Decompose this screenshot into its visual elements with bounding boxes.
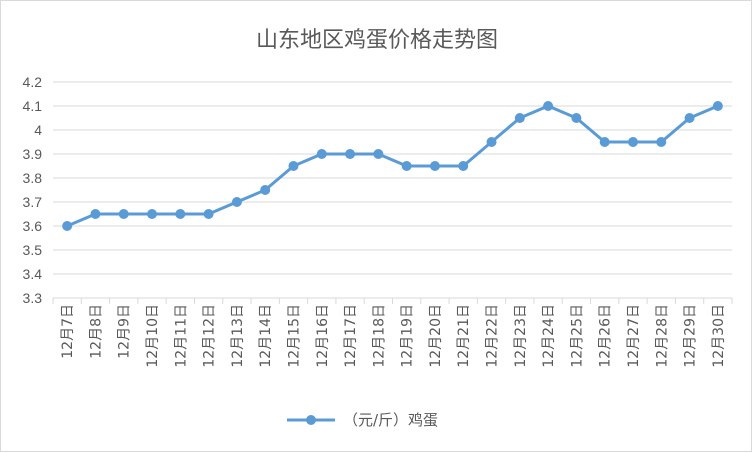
y-tick-label: 4.2 (23, 74, 43, 90)
x-tick-label: 12月26日 (598, 304, 614, 368)
x-tick-label: 12月15日 (286, 304, 302, 368)
legend-marker (306, 415, 316, 425)
y-tick-label: 3.6 (23, 218, 43, 234)
data-point (571, 113, 582, 123)
data-point (90, 209, 101, 219)
x-tick-label: 12月13日 (230, 304, 246, 368)
data-point (175, 209, 186, 219)
data-point (486, 137, 497, 147)
x-tick-label: 12月19日 (400, 304, 416, 368)
y-tick-label: 4 (34, 122, 42, 138)
data-point (231, 197, 242, 207)
legend-label: （元/斤）鸡蛋 (343, 411, 438, 429)
x-tick-label: 12月29日 (683, 304, 699, 368)
x-tick-label: 12月20日 (428, 304, 444, 368)
x-tick-label: 12月25日 (569, 304, 585, 368)
data-point (712, 101, 723, 111)
data-point (373, 149, 384, 159)
x-tick-label: 12月16日 (315, 304, 331, 368)
data-point (118, 209, 129, 219)
data-point (627, 137, 638, 147)
y-tick-label: 3.3 (23, 290, 43, 306)
x-tick-label: 12月9日 (117, 304, 133, 359)
gridlines (53, 81, 732, 299)
y-tick-label: 3.4 (23, 266, 43, 282)
x-tick-label: 12月22日 (485, 304, 501, 368)
y-tick-label: 3.7 (23, 194, 43, 210)
y-axis-ticks: 3.3 3.4 3.5 3.6 3.7 3.8 3.9 4 4.1 4.2 (23, 74, 43, 306)
x-tick-label: 12月27日 (626, 304, 642, 368)
x-axis-ticks: 12月7日 12月8日 12月9日 12月10日 12月11日 12月12日 12月13日 1… (52, 298, 733, 368)
data-point (203, 209, 214, 219)
data-point (62, 221, 73, 231)
x-tick-label: 12月12日 (202, 304, 218, 368)
legend: （元/斤）鸡蛋 (287, 411, 438, 429)
x-tick-label: 12月30日 (711, 304, 727, 368)
x-tick-label: 12月14日 (258, 304, 274, 368)
data-point (401, 161, 412, 171)
x-tick-label: 12月17日 (343, 304, 359, 368)
data-point (260, 185, 271, 195)
y-tick-label: 3.9 (23, 146, 43, 162)
data-point (316, 149, 327, 159)
y-tick-label: 3.8 (23, 170, 43, 186)
x-tick-label: 12月7日 (60, 304, 76, 359)
data-point (599, 137, 610, 147)
data-point (514, 113, 525, 123)
x-tick-label: 12月18日 (371, 304, 387, 368)
x-tick-label: 12月11日 (173, 304, 189, 368)
chart-title: 山东地区鸡蛋价格走势图 (256, 28, 498, 53)
data-point (429, 161, 440, 171)
x-tick-label: 12月24日 (541, 304, 557, 368)
y-tick-label: 4.1 (23, 98, 43, 114)
data-point (458, 161, 469, 171)
x-tick-label: 12月10日 (145, 304, 161, 368)
data-point (543, 101, 554, 111)
x-tick-label: 12月21日 (456, 304, 472, 368)
x-tick-label: 12月28日 (654, 304, 670, 368)
data-point (684, 113, 695, 123)
data-point (288, 161, 299, 171)
x-tick-label: 12月8日 (88, 304, 104, 359)
data-point (147, 209, 158, 219)
series-layer (62, 101, 723, 231)
x-tick-label: 12月23日 (513, 304, 529, 368)
data-point (656, 137, 667, 147)
series-line (66, 104, 719, 228)
y-tick-label: 3.5 (23, 242, 43, 258)
data-point (345, 149, 356, 159)
